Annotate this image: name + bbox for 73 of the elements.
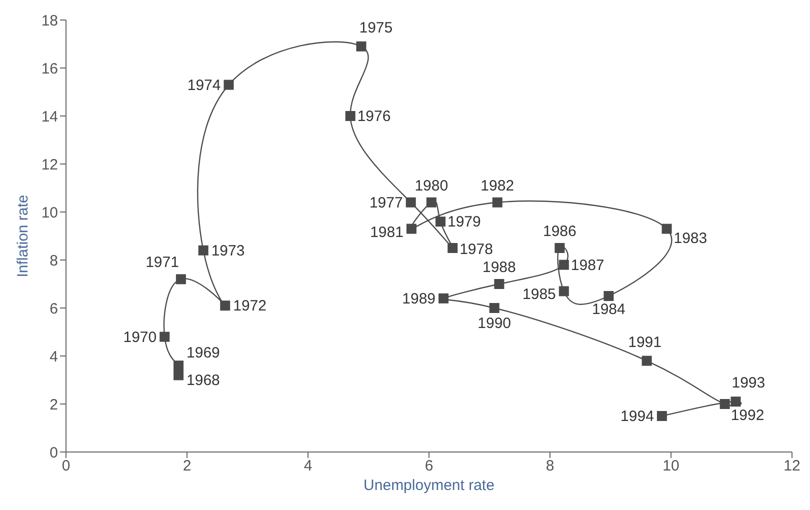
point (176, 274, 186, 284)
annotation: 1985 (522, 286, 556, 304)
point (558, 260, 569, 270)
annotation: 1992 (730, 407, 764, 424)
annotation: 1987 (570, 256, 604, 274)
point (345, 111, 356, 121)
point (662, 224, 672, 234)
annotation: 1969 (186, 344, 220, 362)
point (435, 216, 446, 227)
point (730, 396, 741, 407)
y-tick-label: 12 (41, 156, 58, 174)
annotation: 1984 (592, 301, 626, 318)
point (720, 399, 730, 409)
annotation: 1994 (620, 408, 654, 425)
point (174, 360, 184, 371)
annotation: 1993 (732, 374, 766, 392)
point (406, 197, 416, 208)
point (494, 279, 504, 289)
x-tick-label: 12 (784, 458, 800, 475)
annotation: 1975 (359, 19, 393, 36)
y-tick-label: 16 (41, 60, 58, 78)
annotation: 1983 (674, 230, 708, 247)
point (198, 245, 208, 256)
y-tick-label: 2 (50, 396, 58, 414)
annotation: 1982 (480, 177, 514, 194)
point (174, 370, 184, 380)
y-tick-label: 18 (41, 12, 58, 30)
annotation: 1968 (186, 372, 220, 390)
annotation: 1979 (447, 214, 481, 231)
annotation: 1972 (233, 298, 266, 315)
annotation: 1988 (482, 259, 516, 276)
point (642, 356, 652, 366)
annotation: 1991 (628, 334, 662, 351)
annotation: 1970 (123, 328, 157, 346)
point (220, 300, 230, 311)
annotation: 1978 (460, 241, 493, 258)
point (356, 41, 366, 52)
annotation: 1974 (187, 76, 221, 94)
point (438, 293, 449, 304)
point (426, 197, 436, 208)
x-tick-label: 4 (304, 458, 312, 475)
annotation: 1971 (146, 254, 179, 272)
y-tick-label: 8 (50, 252, 58, 270)
y-tick-label: 4 (50, 348, 58, 366)
point (224, 80, 234, 90)
annotation: 1989 (402, 290, 436, 308)
y-axis-title: Inflation rate (14, 194, 32, 278)
point (656, 411, 667, 421)
annotation: 1990 (478, 315, 512, 332)
annotation: 1981 (370, 224, 404, 241)
x-tick-label: 2 (182, 458, 192, 475)
point (406, 224, 416, 234)
annotation: 1980 (414, 177, 448, 194)
x-tick-label: 6 (424, 458, 434, 475)
annotation: 1977 (369, 194, 403, 212)
annotation: 1976 (357, 108, 391, 125)
point (554, 243, 565, 253)
point (448, 243, 458, 253)
x-tick-label: 0 (62, 458, 70, 475)
point (489, 303, 500, 313)
x-tick-label: 10 (662, 458, 680, 475)
annotation: 1973 (211, 242, 245, 260)
y-tick-label: 14 (41, 108, 58, 126)
y-tick-label: 10 (41, 204, 58, 222)
point (604, 291, 614, 301)
x-axis-title: Unemployment rate (364, 477, 494, 494)
y-tick-label: 0 (50, 444, 58, 462)
point (160, 332, 170, 342)
point (492, 197, 502, 208)
y-tick-label: 6 (50, 300, 58, 318)
annotation: 1986 (542, 223, 576, 240)
point (558, 286, 569, 296)
x-tick-label: 8 (546, 458, 554, 475)
